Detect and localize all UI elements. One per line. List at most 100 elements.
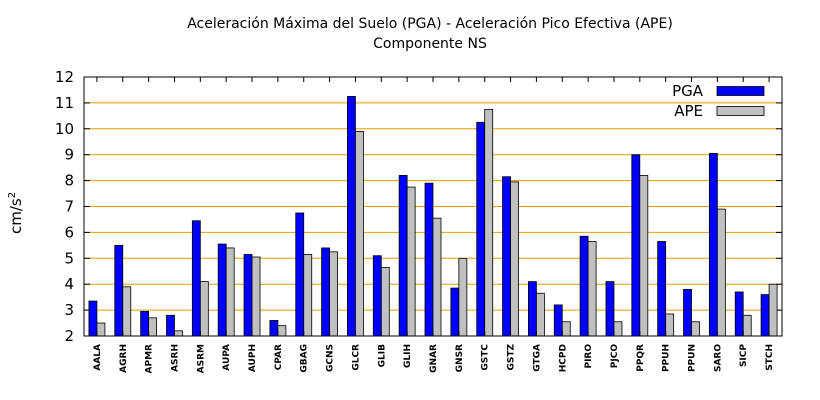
bar-ape [665,313,675,337]
bar-ape [122,286,132,337]
bar-ape [639,175,649,337]
bar-pga [88,300,98,337]
bar-ape [587,241,597,337]
bar-ape [148,317,158,337]
bar-ape [329,251,338,337]
bar-ape [303,254,313,337]
bar-pga [191,220,201,337]
bar-ape [406,186,416,337]
x-tick-label: SARO [713,344,723,372]
bar-ape [716,208,726,337]
x-tick-label: AGRH [119,344,129,373]
x-tick-label: GLIH [403,344,413,368]
bar-pga [372,255,382,337]
bar-pga [708,153,718,337]
bar-ape [510,181,519,337]
x-tick-label: APMR [145,344,155,374]
y-tick-label: 6 [64,223,74,241]
bar-ape [355,130,364,337]
bar-ape [251,256,261,337]
y-tick-label: 10 [55,120,74,138]
x-tick-label: ASRM [196,344,206,373]
bar-ape [742,314,752,337]
x-tick-label: HCPD [558,344,568,372]
bar-pga [424,182,434,337]
bar-pga [502,176,511,337]
x-tick-label: CPAR [274,344,284,370]
x-tick-label: PJCO [610,344,620,369]
y-tick-label: 12 [55,68,74,86]
bar-ape [96,322,106,337]
y-tick-label: 5 [64,249,74,267]
x-tick-label: PPUN [688,344,698,372]
x-tick-label: GTGA [532,344,542,372]
bar-ape [432,217,442,337]
chart-title: Aceleración Máxima del Suelo (PGA) - Ace… [187,16,673,32]
x-tick-label: GNAR [429,344,439,373]
bar-pga [243,254,253,337]
y-tick-label: 2 [64,327,74,345]
legend-swatch-ape [716,106,765,116]
bar-pga [476,121,486,337]
bar-pga [398,175,408,337]
x-tick-label: AALA [93,344,103,371]
bar-ape [561,321,571,337]
x-tick-label: GLIB [377,344,387,367]
x-tick-label: ASRH [170,344,180,372]
bar-ape [613,321,623,337]
bar-pga [605,281,615,337]
x-tick-label: GCNS [326,344,336,372]
x-tick-label: GLCR [351,344,361,371]
bar-ape [277,325,287,337]
y-tick-label: 9 [64,146,74,164]
bar-pga [683,288,692,337]
bar-pga [114,244,124,337]
bar-ape [484,108,494,337]
bar-pga [347,96,356,337]
bar-pga [321,247,330,337]
bar-pga [217,243,227,337]
bar-pga [734,291,744,337]
x-tick-label: GSTC [481,344,491,371]
bar-ape [458,257,468,337]
bar-ape [768,283,778,337]
bar-pga [166,314,175,337]
x-tick-label: PIRO [584,344,594,369]
bar-pga [553,304,563,337]
bar-pga [140,310,150,337]
chart-subtitle: Componente NS [373,36,487,52]
legend-label-ape: APE [674,102,703,120]
chart-title-block: Aceleración Máxima del Suelo (PGA) - Ace… [0,14,820,54]
legend-label-pga: PGA [672,82,704,100]
bar-ape [691,321,700,337]
plot-frame [83,76,783,337]
legend-swatch-pga [716,86,765,96]
bar-ape [199,281,209,337]
y-tick-label: 8 [64,172,74,190]
bar-pga [295,212,305,337]
x-tick-label: SICP [739,344,749,367]
x-tick-label: STCH [765,344,775,371]
bar-ape [174,330,183,337]
x-tick-label: PPQR [636,344,646,372]
bar-ape [225,247,235,337]
x-tick-label: GNSR [455,344,465,372]
x-tick-label: AUPH [248,344,258,372]
x-tick-label: GSTZ [507,344,517,371]
x-tick-label: GBAG [300,344,310,373]
x-tick-label: PPUH [662,344,672,372]
y-tick-label: 7 [64,198,74,216]
bar-pga [528,281,537,337]
bar-pga [631,154,641,337]
y-tick-label: 4 [64,275,74,293]
y-tick-label: 3 [64,301,74,319]
bar-pga [760,294,770,337]
bar-pga [579,235,589,337]
bar-ape [536,292,545,337]
bar-pga [269,320,279,337]
bar-ape [380,266,390,337]
y-tick-label: 11 [55,94,74,112]
bar-pga [450,287,460,337]
x-tick-label: AUPA [222,344,232,371]
